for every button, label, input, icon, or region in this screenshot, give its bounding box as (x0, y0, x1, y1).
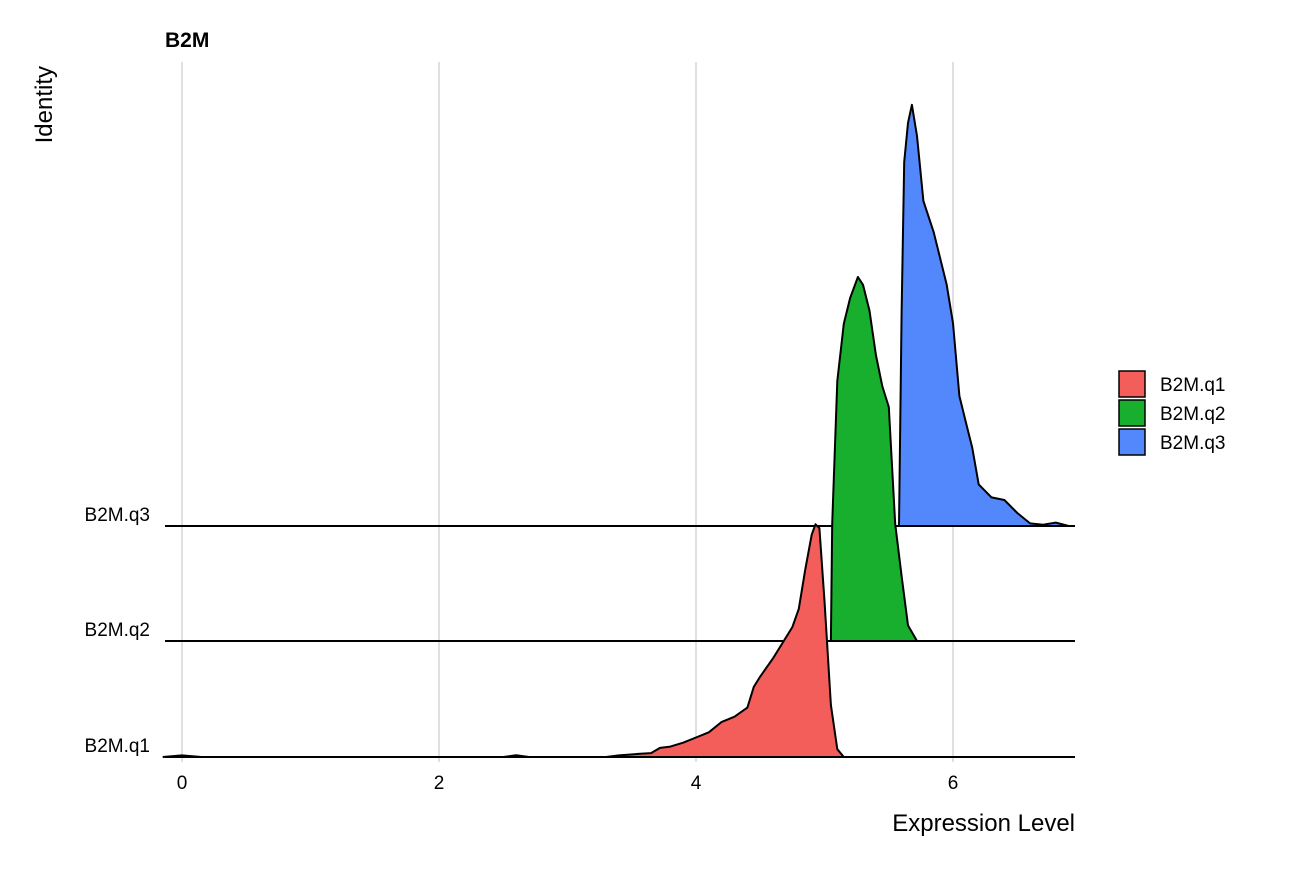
x-tick-label: 6 (948, 773, 959, 794)
ridge-outline-B2M.q3 (898, 103, 1069, 527)
axis-ticks: 0 2 4 6 B2M.q3 B2M.q2 B2M.q1 (85, 505, 959, 794)
ridge-outline-B2M.q1 (162, 523, 1069, 758)
y-tick-label: B2M.q3 (85, 505, 150, 526)
y-tick-label: B2M.q2 (85, 620, 150, 641)
legend-label: B2M.q2 (1160, 404, 1225, 425)
y-tick-label: B2M.q1 (85, 736, 150, 757)
ridge-fill-B2M.q2 (830, 277, 918, 641)
legend-key-B2M.q1 (1118, 370, 1146, 398)
legend: B2M.q1 B2M.q2 B2M.q3 (1118, 370, 1225, 456)
legend-label: B2M.q3 (1160, 433, 1225, 454)
ridge-fill-B2M.q3 (899, 104, 1069, 527)
legend-key-B2M.q2 (1118, 399, 1146, 427)
x-axis-label: Expression Level (892, 810, 1075, 837)
x-tick-label: 0 (177, 773, 188, 794)
ridges (162, 103, 1075, 758)
legend-label: B2M.q1 (1160, 375, 1225, 396)
ridge-outline-B2M.q2 (829, 276, 918, 642)
x-tick-label: 2 (434, 773, 445, 794)
y-axis-label: Identity (31, 66, 58, 143)
x-tick-label: 4 (691, 773, 702, 794)
legend-key-B2M.q3 (1118, 428, 1146, 456)
chart-title: B2M (165, 29, 209, 52)
